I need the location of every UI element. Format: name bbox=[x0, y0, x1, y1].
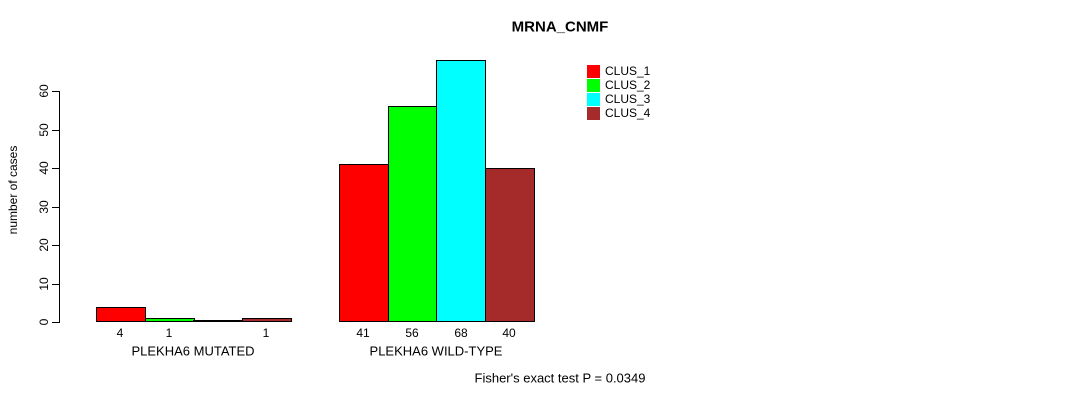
legend-label: CLUS_4 bbox=[605, 106, 651, 120]
y-axis-tick bbox=[52, 322, 59, 323]
y-axis-tick bbox=[52, 91, 59, 92]
legend-row: CLUS_4 bbox=[587, 106, 650, 120]
bar-value-label: 1 bbox=[262, 326, 270, 340]
bar-clus-2-group-1 bbox=[388, 106, 438, 322]
bar-value-label: 40 bbox=[502, 326, 516, 340]
y-axis-tick bbox=[52, 245, 59, 246]
y-axis-tick bbox=[52, 284, 59, 285]
stat-test-annotation: Fisher's exact test P = 0.0349 bbox=[474, 370, 646, 386]
bar-value-label: 1 bbox=[165, 326, 173, 340]
bar-clus-4-group-0 bbox=[242, 318, 292, 322]
bar-clus-1-group-0 bbox=[96, 307, 146, 322]
y-axis-tick-label: 10 bbox=[37, 277, 51, 291]
y-axis-tick-label: 20 bbox=[37, 238, 51, 252]
legend-swatch-clus-3 bbox=[587, 92, 600, 106]
legend-row: CLUS_1 bbox=[587, 64, 650, 78]
legend-label: CLUS_1 bbox=[605, 64, 651, 78]
x-group-label-wild-type: PLEKHA6 WILD-TYPE bbox=[369, 343, 503, 359]
y-axis-tick-label: 50 bbox=[37, 123, 51, 137]
y-axis-line bbox=[59, 91, 60, 323]
y-axis-tick bbox=[52, 130, 59, 131]
legend-label: CLUS_2 bbox=[605, 78, 651, 92]
y-axis-label: number of cases bbox=[6, 145, 20, 235]
bar-clus-3-group-0 bbox=[193, 320, 243, 322]
legend: CLUS_1 CLUS_2 CLUS_3 CLUS_4 bbox=[587, 64, 650, 120]
legend-swatch-clus-4 bbox=[587, 106, 600, 120]
x-group-label-mutated: PLEKHA6 MUTATED bbox=[131, 343, 255, 359]
legend-row: CLUS_2 bbox=[587, 78, 650, 92]
bar-value-label: 56 bbox=[405, 326, 419, 340]
y-axis-tick-label: 60 bbox=[37, 84, 51, 98]
y-axis-tick bbox=[52, 168, 59, 169]
bar-value-label: 68 bbox=[454, 326, 468, 340]
y-axis-tick bbox=[52, 207, 59, 208]
legend-swatch-clus-2 bbox=[587, 78, 600, 92]
legend-row: CLUS_3 bbox=[587, 92, 650, 106]
chart-title: MRNA_CNMF bbox=[511, 18, 609, 36]
bar-clus-1-group-1 bbox=[339, 164, 389, 322]
bar-value-label: 4 bbox=[116, 326, 124, 340]
y-axis-tick-label: 0 bbox=[37, 318, 51, 326]
legend-swatch-clus-1 bbox=[587, 64, 600, 78]
bar-clus-3-group-1 bbox=[436, 60, 486, 322]
y-axis-tick-label: 30 bbox=[37, 200, 51, 214]
bar-value-label: 41 bbox=[356, 326, 370, 340]
bar-clus-4-group-1 bbox=[485, 168, 535, 322]
bar-clus-2-group-0 bbox=[145, 318, 195, 322]
legend-label: CLUS_3 bbox=[605, 92, 651, 106]
y-axis-tick-label: 40 bbox=[37, 161, 51, 175]
